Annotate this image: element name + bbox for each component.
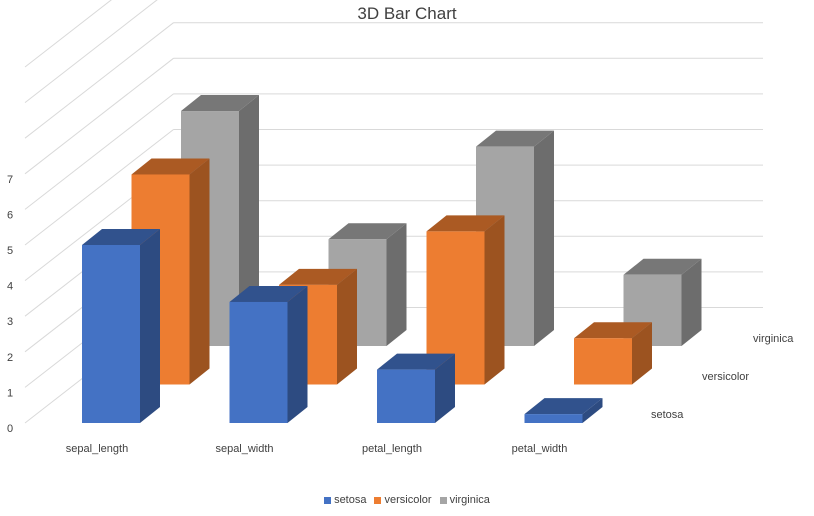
gridline-side [24, 57, 174, 175]
bar-front-face [574, 338, 632, 385]
bar-front-face [82, 245, 140, 423]
series-depth-labels: setosa versicolor virginica [651, 333, 794, 421]
bar-virginica-sepal_length [181, 95, 259, 346]
x-category-label: petal_width [512, 443, 568, 455]
y-tick-label: 1 [7, 387, 13, 399]
y-tick-label: 3 [7, 316, 13, 328]
bar-side-face [337, 268, 357, 385]
y-tick-label: 4 [7, 281, 13, 293]
bar-side-face [189, 158, 210, 385]
gridline-side [24, 22, 174, 139]
legend-label: setosa [334, 494, 367, 507]
depth-axis-label: versicolor [702, 371, 749, 383]
bar-top-face [574, 322, 652, 339]
bar-side-face [534, 130, 554, 346]
legend-item-setosa: setosa [324, 494, 366, 506]
bar-top-face [82, 229, 160, 245]
legend-item-virginica: virginica [439, 494, 490, 507]
depth-axis-label: setosa [651, 409, 684, 421]
y-axis-ticks: 0 1 2 3 4 5 6 7 [7, 174, 13, 435]
legend-swatch [324, 496, 332, 504]
bar-front-face [377, 369, 435, 423]
legend-label: versicolor [384, 494, 432, 507]
y-tick-label: 6 [7, 209, 13, 221]
bar-top-face [131, 158, 210, 175]
bar-side-face [582, 398, 603, 423]
chart-title: 3D Bar Chart [357, 4, 457, 23]
bar-side-face [287, 285, 308, 423]
legend-label: virginica [449, 494, 490, 507]
legend-swatch [439, 496, 447, 504]
gridline-side [24, 93, 174, 210]
x-category-label: petal_length [362, 443, 422, 455]
y-tick-label: 7 [7, 174, 13, 186]
category-labels: sepal_length sepal_width petal_length petal… [66, 443, 568, 455]
bar-top-face [328, 223, 407, 240]
bar-setosa-petal_width [524, 398, 603, 423]
y-tick-label: 5 [7, 245, 13, 257]
bar-side-face [632, 322, 652, 385]
bar-versicolor-petal_width [574, 322, 652, 385]
bar-side-face [239, 95, 259, 346]
bar-top-face [279, 268, 357, 285]
bar-setosa-sepal_length [82, 229, 160, 423]
bar-front-face [524, 414, 583, 423]
bar-top-face [181, 95, 259, 112]
gridline-side [24, 129, 174, 246]
bar-versicolor-petal_length [426, 215, 505, 385]
gridline-side [24, 0, 158, 103]
bar-front-face [229, 301, 288, 423]
y-tick-label: 0 [7, 423, 13, 435]
bar-side-face [435, 353, 455, 423]
depth-axis-label: virginica [753, 333, 794, 345]
x-category-label: sepal_length [66, 443, 128, 455]
x-category-label: sepal_width [215, 443, 273, 455]
bar-top-face [377, 353, 455, 370]
bars [82, 95, 702, 423]
bar-top-face [229, 285, 308, 302]
bar-top-face [476, 130, 554, 147]
bar-top-face [623, 258, 702, 275]
bar-virginica-sepal_width [328, 223, 407, 346]
bar-side-face [386, 223, 407, 346]
legend: setosa versicolor virginica [0, 494, 814, 506]
bar-side-face [484, 215, 505, 385]
bar-top-face [524, 398, 603, 415]
bar-setosa-petal_length [377, 353, 455, 423]
legend-swatch [374, 496, 382, 504]
gridline-side [24, 0, 112, 68]
legend-item-versicolor: versicolor [374, 494, 432, 507]
bar-top-face [426, 215, 505, 232]
y-tick-label: 2 [7, 352, 13, 364]
bar-setosa-sepal_width [229, 285, 308, 423]
bar-side-face [140, 229, 160, 423]
bar-side-face [681, 258, 702, 346]
